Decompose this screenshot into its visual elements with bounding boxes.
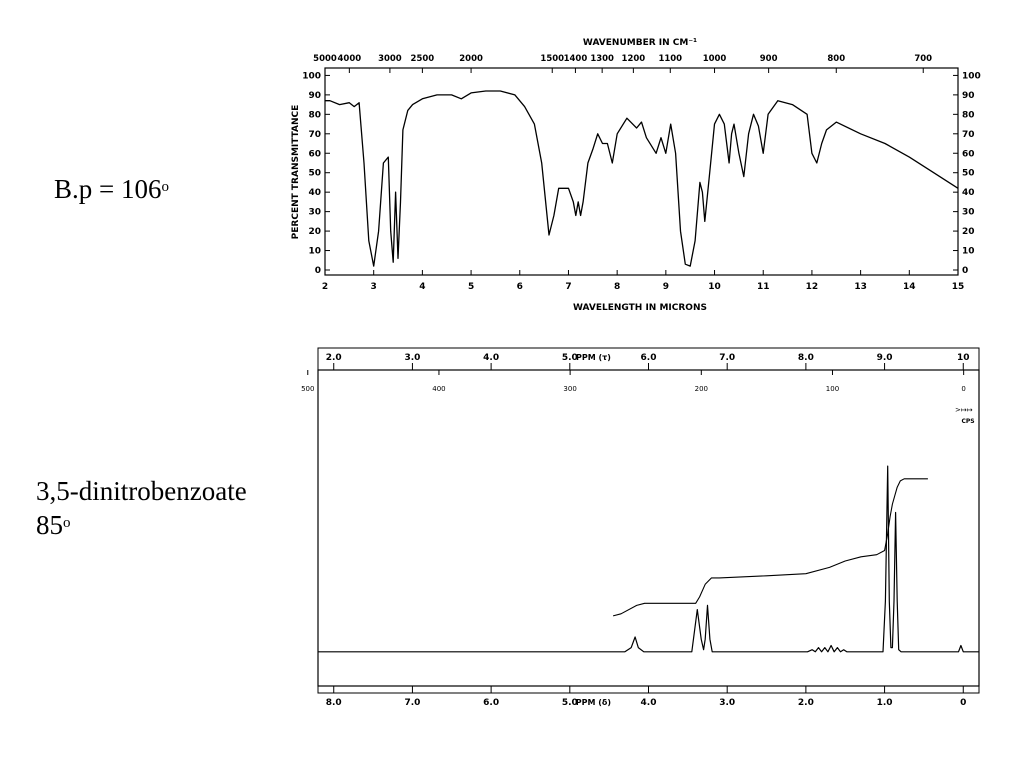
ir-top-tick-label: 4000 [338,54,362,64]
nmr-spectrum-trace [318,465,979,653]
derivative-melting-point: 85o [36,508,247,542]
derivative-mp-text: 85 [36,510,63,540]
nmr-bottom-tick-label: 4.0 [641,698,657,708]
ir-x-tick-label: 10 [708,282,721,292]
derivative-mp-degree: o [63,515,71,531]
nmr-cps-label: CPS [961,418,974,425]
boiling-point-text: B.p = 106 [54,174,162,204]
nmr-top-tick-label: 6.0 [641,353,657,363]
nmr-bottom-tick-label: 8.0 [326,698,342,708]
ir-top-tick-label: 900 [760,54,778,64]
ir-top-tick-label: 2000 [459,54,483,64]
boiling-point-note: B.p = 106o [54,172,169,206]
nmr-cps-tick-label: 200 [695,385,708,393]
nmr-top-tick-label: 7.0 [719,353,735,363]
nmr-integral-trace [612,478,928,617]
nmr-top-tick-label: 2.0 [326,353,342,363]
ir-y-tick-label-right: 70 [962,130,975,140]
ir-top-tick-label: 2500 [411,54,435,64]
ir-y-tick-label-left: 80 [308,110,321,120]
nmr-top-tick-label: 3.0 [404,353,420,363]
ir-top-axis-title: WAVENUMBER IN CM⁻¹ [583,38,697,48]
ir-top-tick-label: 1300 [590,54,614,64]
ir-y-tick-label-left: 0 [315,266,321,276]
ir-y-tick-label-left: 10 [308,247,321,257]
nmr-bottom-tick-label: 6.0 [483,698,499,708]
ir-y-tick-label-right: 0 [962,266,968,276]
ir-top-tick-label: 1100 [658,54,682,64]
derivative-name: 3,5-dinitrobenzoate [36,476,247,506]
ir-y-tick-label-left: 100 [302,71,321,81]
nmr-bottom-tick-label: 0 [960,698,966,708]
ir-top-tick-label: 1500 [540,54,564,64]
nmr-sweep-arrow: >↦↦ [955,406,973,414]
nmr-sweep-marker: >↦↦ CPS [955,406,975,425]
ir-y-tick-label-left: 60 [308,149,321,159]
ir-top-tick-label: 800 [827,54,845,64]
ir-x-tick-label: 11 [757,282,770,292]
ir-y-tick-label-left: 20 [308,227,321,237]
ir-x-tick-label: 14 [903,282,916,292]
ir-y-tick-label-right: 10 [962,247,975,257]
ir-y-tick-label-right: 30 [962,208,975,218]
ir-y-tick-label-right: 20 [962,227,975,237]
ir-x-tick-label: 5 [468,282,474,292]
ir-y-tick-label-right: 60 [962,149,975,159]
ir-x-tick-label: 4 [419,282,425,292]
nmr-top-tick-label: 9.0 [877,353,893,363]
nmr-top-tick-label: 10 [957,353,970,363]
nmr-plot-frame [317,369,980,687]
ir-y-tick-label-right: 40 [962,188,975,198]
ir-y-tick-label-right: 50 [962,169,975,179]
ir-transmittance-trace [325,90,959,267]
ir-y-tick-label-left: 50 [308,169,321,179]
derivative-note: 3,5-dinitrobenzoate 85o [36,474,247,542]
nmr-cps-tick-label: 100 [826,385,839,393]
nmr-cps-tick-label: 500 [301,385,314,393]
ir-y-tick-label-right: 100 [962,71,981,81]
ir-y-tick-label-right: 90 [962,91,975,101]
ir-top-tick-label: 3000 [378,54,402,64]
ir-x-tick-label: 2 [322,282,328,292]
ir-x-tick-label: 15 [952,282,965,292]
ir-y-tick-label-left: 70 [308,130,321,140]
nmr-bottom-tick-label: 5.0 [562,698,578,708]
nmr-bottom-tick-label: 3.0 [719,698,735,708]
boiling-point-degree: o [161,179,170,195]
ir-top-tick-label: 5000 [313,54,337,64]
ir-x-tick-label: 6 [517,282,523,292]
ir-spectrum-chart: WAVENUMBER IN CM⁻¹ WAVELENGTH IN MICRONS… [291,38,981,313]
nmr-cps-tick-label: 300 [563,385,576,393]
nmr-bottom-tick-label: 1.0 [877,698,893,708]
ir-y-tick-label-left: 90 [308,91,321,101]
ir-x-tick-label: 12 [806,282,819,292]
ir-x-tick-label: 13 [854,282,867,292]
ir-top-tick-label: 1000 [703,54,727,64]
nmr-top-tick-label: 4.0 [483,353,499,363]
nmr-bottom-tick-label: 2.0 [798,698,814,708]
ir-x-tick-label: 8 [614,282,620,292]
ir-top-tick-label: 700 [914,54,932,64]
nmr-bottom-axis-label: PPM (δ) [576,698,611,707]
ir-y-tick-label-right: 80 [962,110,975,120]
nmr-bottom-tick-label: 7.0 [404,698,420,708]
nmr-top-axis-label: PPM (τ) [576,353,611,362]
ir-y-axis-label: PERCENT TRANSMITTANCE [291,105,301,240]
ir-x-tick-label: 9 [663,282,669,292]
nmr-top-tick-label: 5.0 [562,353,578,363]
ir-x-tick-label: 7 [565,282,571,292]
nmr-cps-tick-label: 400 [432,385,445,393]
nmr-top-tick-label: 8.0 [798,353,814,363]
ir-x-axis-label: WAVELENGTH IN MICRONS [573,303,707,313]
ir-y-tick-label-left: 40 [308,188,321,198]
ir-plot-frame [324,67,959,276]
ir-top-tick-label: 1400 [564,54,588,64]
ir-x-tick-label: 3 [371,282,377,292]
nmr-spectrum-chart: >↦↦ CPS 8.0 7.0 6.0 5.0 4.0 3.0 2.0 1.0 0 PPM (δ)… [301,347,980,708]
ir-y-tick-label-left: 30 [308,208,321,218]
ir-top-tick-label: 1200 [622,54,646,64]
nmr-cps-tick-label: 0 [961,385,965,393]
